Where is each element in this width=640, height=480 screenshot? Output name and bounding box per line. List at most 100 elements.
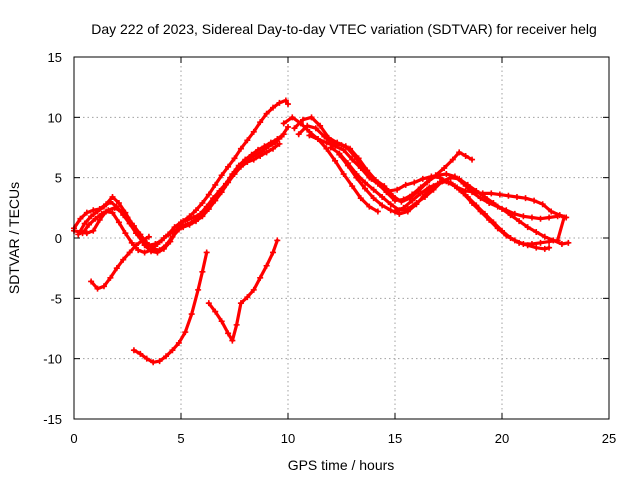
data-point	[477, 208, 484, 215]
data-point	[522, 195, 529, 202]
data-point	[374, 208, 381, 215]
data-point	[362, 185, 369, 192]
data-point	[282, 97, 289, 104]
data-point	[426, 184, 433, 191]
data-point	[469, 156, 476, 163]
data-point	[528, 241, 535, 248]
data-point	[137, 231, 144, 238]
data-point	[499, 206, 505, 213]
data-point	[124, 214, 131, 221]
data-point	[270, 104, 277, 111]
data-point	[122, 230, 129, 237]
data-point	[533, 228, 540, 235]
data-point	[366, 203, 373, 210]
data-point	[434, 180, 441, 187]
data-point	[400, 204, 407, 211]
x-tick-label: 10	[281, 431, 295, 446]
data-point	[340, 171, 347, 178]
data-point	[456, 149, 463, 156]
data-point	[182, 329, 189, 336]
data-point	[92, 215, 99, 222]
data-point	[321, 133, 328, 140]
data-series	[71, 97, 572, 366]
series-arc-3	[80, 125, 290, 252]
data-point	[291, 125, 298, 132]
data-point	[143, 355, 150, 362]
data-point	[192, 207, 199, 214]
data-point	[180, 224, 187, 231]
data-point	[473, 187, 480, 194]
data-point	[379, 202, 386, 209]
data-point	[362, 179, 369, 186]
series-arc-5	[89, 235, 151, 291]
data-point	[192, 218, 199, 225]
data-point	[237, 300, 244, 307]
data-point	[285, 123, 291, 130]
x-tick-label: 0	[70, 431, 77, 446]
data-point	[103, 208, 110, 215]
data-point	[205, 206, 212, 213]
data-point	[244, 294, 251, 301]
data-point	[212, 197, 219, 204]
data-point	[178, 219, 184, 226]
data-point	[383, 189, 390, 196]
data-point	[355, 155, 362, 162]
data-point	[218, 318, 225, 325]
data-point	[150, 359, 157, 366]
data-point	[349, 183, 356, 190]
data-point	[426, 177, 433, 184]
y-tick-label: -15	[43, 412, 62, 427]
data-point	[456, 175, 463, 182]
data-point	[263, 262, 270, 269]
data-point	[100, 283, 107, 290]
data-point	[565, 239, 572, 246]
data-point	[548, 208, 555, 215]
data-point	[486, 216, 493, 223]
data-point	[199, 213, 206, 220]
data-point	[285, 101, 291, 108]
x-axis-label: GPS time / hours	[288, 457, 395, 473]
data-point	[107, 198, 114, 205]
data-point	[188, 311, 195, 318]
data-point	[212, 181, 219, 188]
x-axis-ticks: 0 5 10 15 20 25	[70, 57, 616, 446]
data-point	[537, 239, 544, 246]
data-point	[199, 268, 206, 275]
data-point	[561, 214, 568, 221]
data-point	[218, 172, 225, 179]
data-point	[85, 221, 92, 228]
data-point	[280, 120, 287, 127]
data-point	[205, 300, 212, 307]
data-point	[477, 195, 484, 202]
data-point	[90, 207, 97, 214]
data-point	[270, 145, 277, 152]
data-point	[370, 186, 377, 193]
data-point	[289, 114, 296, 121]
data-point	[83, 209, 90, 216]
data-point	[524, 224, 531, 231]
data-point	[531, 197, 538, 204]
data-point	[409, 191, 416, 198]
data-point	[225, 163, 232, 170]
data-point	[88, 278, 95, 285]
series-arc-6	[132, 250, 209, 364]
data-point	[186, 221, 193, 228]
data-point	[554, 213, 561, 220]
data-point	[344, 162, 351, 169]
data-point	[387, 201, 394, 208]
data-point	[306, 132, 313, 139]
data-point	[120, 256, 127, 263]
data-point	[520, 213, 527, 220]
data-point	[505, 192, 512, 199]
data-point	[113, 265, 120, 272]
data-point	[469, 189, 476, 196]
data-point	[195, 286, 202, 293]
data-point	[257, 119, 264, 126]
data-point	[520, 241, 527, 248]
data-point	[274, 237, 281, 244]
data-point	[276, 140, 283, 147]
data-point	[528, 214, 535, 221]
data-point	[270, 249, 277, 256]
data-point	[133, 242, 140, 249]
